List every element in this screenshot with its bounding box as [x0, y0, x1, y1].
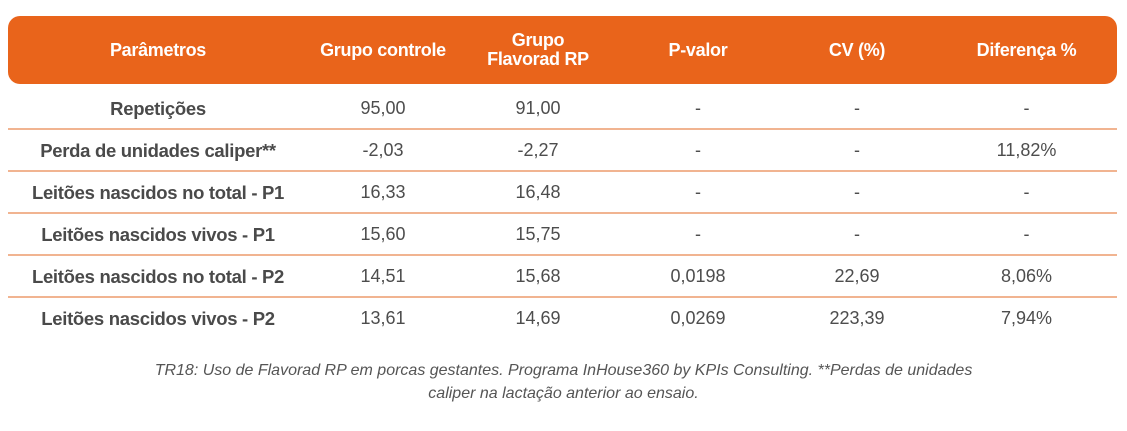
table-body: Repetições 95,00 91,00 - - - Perda de un…	[8, 88, 1117, 338]
cell-grupo-flavorad: 16,48	[515, 181, 561, 202]
cell-diferenca: 11,82%	[996, 139, 1057, 160]
cell-cv: -	[854, 97, 860, 118]
table-row: Leitões nascidos no total - P2 14,51 15,…	[8, 256, 1117, 298]
row-label: Perda de unidades caliper**	[40, 139, 276, 161]
caption-line-2: caliper na lactação anterior ao ensaio.	[428, 385, 699, 402]
cell-grupo-controle: 95,00	[360, 97, 406, 118]
cell-p-valor: 0,0269	[670, 307, 726, 328]
row-label: Leitões nascidos vivos - P2	[41, 307, 275, 329]
cell-cv: -	[854, 223, 860, 244]
cell-grupo-flavorad: 14,69	[515, 307, 561, 328]
cell-diferenca: -	[1023, 181, 1030, 202]
cell-grupo-controle: 13,61	[360, 307, 406, 328]
table-row: Leitões nascidos no total - P1 16,33 16,…	[8, 172, 1117, 214]
cell-p-valor: -	[695, 97, 701, 118]
cell-p-valor: -	[695, 139, 701, 160]
header-p-valor: P-valor	[668, 39, 728, 60]
cell-cv: 223,39	[829, 307, 885, 328]
caption-line-1: TR18: Uso de Flavorad RP em porcas gesta…	[154, 362, 973, 379]
header-parametros: Parâmetros	[109, 39, 207, 60]
header-grupo-controle: Grupo controle	[320, 39, 446, 60]
table-row: Leitões nascidos vivos - P1 15,60 15,75 …	[8, 214, 1117, 256]
cell-cv: 22,69	[834, 265, 880, 286]
header-diferenca: Diferença %	[976, 39, 1077, 60]
cell-grupo-flavorad: 15,75	[515, 223, 561, 244]
header-grupo-flavorad-line1: Grupo	[511, 30, 565, 50]
cell-grupo-controle: 14,51	[360, 265, 406, 286]
cell-diferenca: 8,06%	[1000, 265, 1053, 286]
table-header: Parâmetros Grupo controle Grupo Flavorad…	[8, 16, 1117, 84]
header-grupo-flavorad-line2: Flavorad RP	[487, 49, 589, 69]
row-label: Repetições	[110, 97, 206, 119]
cell-grupo-flavorad: 91,00	[515, 97, 561, 118]
cell-grupo-controle: -2,03	[362, 139, 404, 160]
header-grupo-flavorad: Grupo Flavorad RP	[458, 31, 618, 69]
table-caption: TR18: Uso de Flavorad RP em porcas gesta…	[0, 359, 1127, 405]
row-label: Leitões nascidos no total - P1	[31, 181, 285, 203]
cell-p-valor: -	[695, 181, 701, 202]
row-label: Leitões nascidos no total - P2	[31, 265, 285, 287]
results-table: Parâmetros Grupo controle Grupo Flavorad…	[8, 16, 1117, 338]
table-row: Perda de unidades caliper** -2,03 -2,27 …	[8, 130, 1117, 172]
cell-cv: -	[854, 181, 860, 202]
cell-cv: -	[854, 139, 860, 160]
cell-p-valor: 0,0198	[670, 265, 726, 286]
cell-diferenca: 7,94%	[1000, 307, 1053, 328]
cell-grupo-flavorad: -2,27	[517, 139, 559, 160]
cell-grupo-controle: 16,33	[360, 181, 406, 202]
cell-grupo-flavorad: 15,68	[515, 265, 561, 286]
header-cv: CV (%)	[828, 39, 886, 60]
cell-diferenca: -	[1023, 97, 1030, 118]
row-label: Leitões nascidos vivos - P1	[41, 223, 275, 245]
cell-p-valor: -	[695, 223, 701, 244]
cell-grupo-controle: 15,60	[360, 223, 406, 244]
table-row: Repetições 95,00 91,00 - - -	[8, 88, 1117, 130]
table-row: Leitões nascidos vivos - P2 13,61 14,69 …	[8, 298, 1117, 338]
cell-diferenca: -	[1023, 223, 1030, 244]
